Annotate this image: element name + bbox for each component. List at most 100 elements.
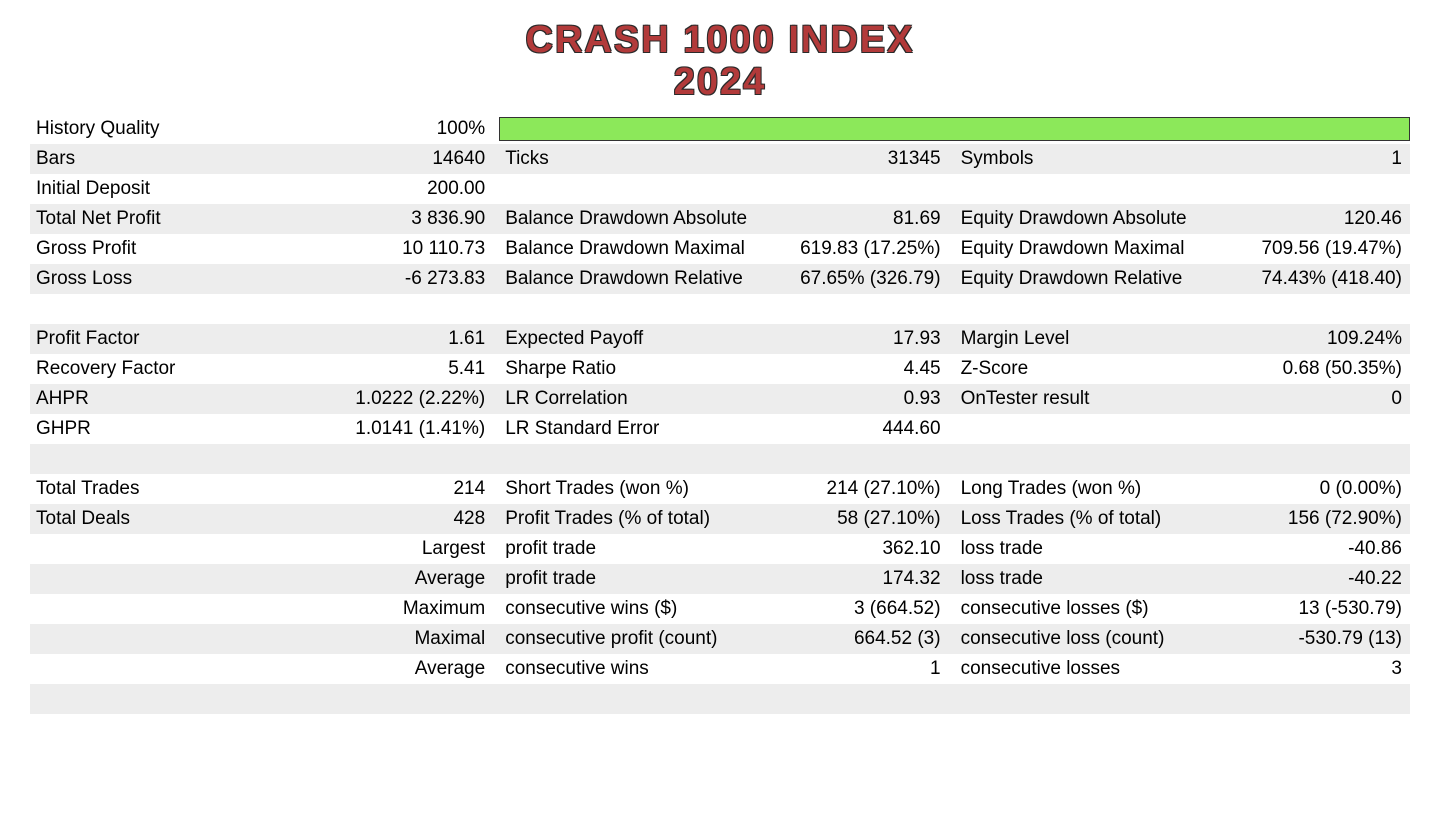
cell-c6: -530.79 (13) xyxy=(1203,628,1410,650)
cell-c4: 31345 xyxy=(748,148,955,170)
cell-c4: 81.69 xyxy=(748,208,955,230)
report-title-line2: 2024 xyxy=(30,62,1410,104)
cell-c3: Expected Payoff xyxy=(499,328,747,350)
cell-c2: 1.0141 (1.41%) xyxy=(251,418,499,440)
cell-c2: 3 836.90 xyxy=(251,208,499,230)
cell-c6: 3 xyxy=(1203,658,1410,680)
cell-c4: 17.93 xyxy=(748,328,955,350)
cell-c2: Largest xyxy=(251,538,499,560)
cell-c3: Ticks xyxy=(499,148,747,170)
history-quality-value: 100% xyxy=(251,118,499,140)
cell-c1: Total Trades xyxy=(30,478,251,500)
cell-c3: Balance Drawdown Relative xyxy=(499,268,747,290)
cell-c6: 0 (0.00%) xyxy=(1203,478,1410,500)
cell-c1: Initial Deposit xyxy=(30,178,251,200)
cell-c1: Total Net Profit xyxy=(30,208,251,230)
table-row: Gross Profit10 110.73Balance Drawdown Ma… xyxy=(30,234,1410,264)
cell-c3: profit trade xyxy=(499,568,747,590)
cell-c2: 200.00 xyxy=(251,178,499,200)
cell-c6: 74.43% (418.40) xyxy=(1203,268,1410,290)
cell-c5: consecutive losses ($) xyxy=(955,598,1203,620)
cell-c6: 109.24% xyxy=(1203,328,1410,350)
cell-c4: 214 (27.10%) xyxy=(748,478,955,500)
cell-c3: Balance Drawdown Absolute xyxy=(499,208,747,230)
table-row: Averageconsecutive wins1consecutive loss… xyxy=(30,654,1410,684)
cell-c2: 214 xyxy=(251,478,499,500)
cell-c2: 10 110.73 xyxy=(251,238,499,260)
cell-c4: 3 (664.52) xyxy=(748,598,955,620)
cell-c1: Total Deals xyxy=(30,508,251,530)
cell-c3: consecutive profit (count) xyxy=(499,628,747,650)
cell-c5: loss trade xyxy=(955,538,1203,560)
table-row: AHPR1.0222 (2.22%)LR Correlation0.93OnTe… xyxy=(30,384,1410,414)
cell-c6: 13 (-530.79) xyxy=(1203,598,1410,620)
report-title-line1: CRASH 1000 INDEX xyxy=(30,20,1410,62)
cell-c3: consecutive wins ($) xyxy=(499,598,747,620)
table-row xyxy=(30,684,1410,714)
cell-c3: LR Standard Error xyxy=(499,418,747,440)
cell-c1: Bars xyxy=(30,148,251,170)
table-row: Total Deals428Profit Trades (% of total)… xyxy=(30,504,1410,534)
cell-c3: Short Trades (won %) xyxy=(499,478,747,500)
cell-c5: Symbols xyxy=(955,148,1203,170)
cell-c5: Loss Trades (% of total) xyxy=(955,508,1203,530)
table-row: Bars14640Ticks31345Symbols1 xyxy=(30,144,1410,174)
cell-c5: Equity Drawdown Relative xyxy=(955,268,1203,290)
cell-c4: 1 xyxy=(748,658,955,680)
cell-c3: consecutive wins xyxy=(499,658,747,680)
cell-c1: Profit Factor xyxy=(30,328,251,350)
cell-c1: Recovery Factor xyxy=(30,358,251,380)
cell-c2: Average xyxy=(251,658,499,680)
cell-c2: 1.0222 (2.22%) xyxy=(251,388,499,410)
cell-c6: 1 xyxy=(1203,148,1410,170)
table-row: Total Trades214Short Trades (won %)214 (… xyxy=(30,474,1410,504)
table-row: Gross Loss-6 273.83Balance Drawdown Rela… xyxy=(30,264,1410,294)
table-row: GHPR1.0141 (1.41%)LR Standard Error444.6… xyxy=(30,414,1410,444)
cell-c3: profit trade xyxy=(499,538,747,560)
report-table: History Quality 100% Bars14640Ticks31345… xyxy=(30,114,1410,714)
cell-c5: Z-Score xyxy=(955,358,1203,380)
cell-c4: 664.52 (3) xyxy=(748,628,955,650)
cell-c6: 0 xyxy=(1203,388,1410,410)
cell-c4: 0.93 xyxy=(748,388,955,410)
cell-c1: AHPR xyxy=(30,388,251,410)
cell-c4: 444.60 xyxy=(748,418,955,440)
history-quality-label: History Quality xyxy=(30,118,251,140)
cell-c5: consecutive loss (count) xyxy=(955,628,1203,650)
cell-c6: 0.68 (50.35%) xyxy=(1203,358,1410,380)
table-row: Profit Factor1.61Expected Payoff17.93Mar… xyxy=(30,324,1410,354)
history-quality-bar xyxy=(499,117,1410,141)
cell-c6: 120.46 xyxy=(1203,208,1410,230)
cell-c5: Long Trades (won %) xyxy=(955,478,1203,500)
cell-c2: 14640 xyxy=(251,148,499,170)
cell-c3: Profit Trades (% of total) xyxy=(499,508,747,530)
cell-c4: 58 (27.10%) xyxy=(748,508,955,530)
cell-c6: 156 (72.90%) xyxy=(1203,508,1410,530)
cell-c5: Equity Drawdown Absolute xyxy=(955,208,1203,230)
cell-c5: OnTester result xyxy=(955,388,1203,410)
table-row: Total Net Profit3 836.90Balance Drawdown… xyxy=(30,204,1410,234)
table-row: Initial Deposit200.00 xyxy=(30,174,1410,204)
table-row: Recovery Factor5.41Sharpe Ratio4.45Z-Sco… xyxy=(30,354,1410,384)
cell-c6: 709.56 (19.47%) xyxy=(1203,238,1410,260)
cell-c3: Sharpe Ratio xyxy=(499,358,747,380)
cell-c3: Balance Drawdown Maximal xyxy=(499,238,747,260)
report-title-block: CRASH 1000 INDEX 2024 xyxy=(30,20,1410,104)
cell-c4: 619.83 (17.25%) xyxy=(748,238,955,260)
cell-c5: consecutive losses xyxy=(955,658,1203,680)
cell-c2: 1.61 xyxy=(251,328,499,350)
table-row: Largestprofit trade362.10loss trade-40.8… xyxy=(30,534,1410,564)
cell-c6: -40.86 xyxy=(1203,538,1410,560)
cell-c1: Gross Loss xyxy=(30,268,251,290)
cell-c2: Maximal xyxy=(251,628,499,650)
cell-c2: Maximum xyxy=(251,598,499,620)
table-row xyxy=(30,294,1410,324)
cell-c2: Average xyxy=(251,568,499,590)
cell-c4: 174.32 xyxy=(748,568,955,590)
cell-c5: loss trade xyxy=(955,568,1203,590)
cell-c2: 5.41 xyxy=(251,358,499,380)
cell-c4: 67.65% (326.79) xyxy=(748,268,955,290)
cell-c2: -6 273.83 xyxy=(251,268,499,290)
table-row: Maximumconsecutive wins ($)3 (664.52)con… xyxy=(30,594,1410,624)
cell-c1: Gross Profit xyxy=(30,238,251,260)
